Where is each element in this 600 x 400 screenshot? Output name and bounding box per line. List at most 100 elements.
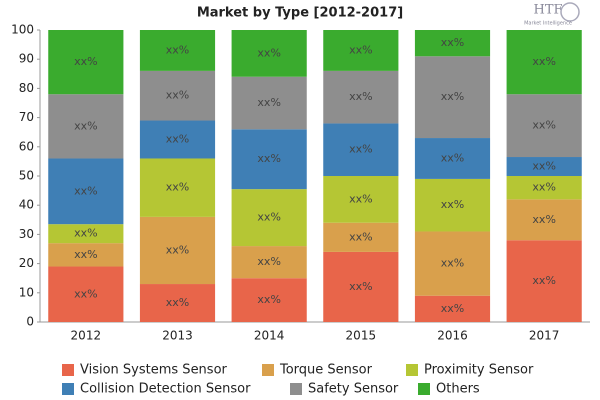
bar-segment — [48, 94, 124, 159]
legend-swatch — [418, 383, 430, 395]
data-label: xx% — [257, 46, 280, 59]
x-tick-label: 2016 — [437, 329, 468, 343]
data-label: xx% — [349, 143, 372, 156]
bar-segment — [48, 30, 124, 95]
bar-segment — [414, 56, 491, 139]
data-label: xx% — [441, 90, 464, 103]
logo-globe — [560, 2, 580, 22]
data-label: xx% — [532, 213, 555, 226]
legend-label: Vision Systems Sensor — [80, 363, 228, 378]
legend-label: Torque Sensor — [279, 363, 373, 378]
data-label: xx% — [257, 152, 280, 165]
data-label: xx% — [349, 230, 372, 243]
bar-segment — [414, 138, 491, 179]
bar-segment — [323, 70, 399, 124]
data-label: xx% — [349, 90, 372, 103]
bar-segment — [139, 158, 216, 217]
bar-segment — [231, 129, 307, 190]
bar-segment — [506, 199, 582, 241]
legend-label: Others — [436, 382, 480, 397]
bar-segment — [414, 295, 491, 322]
bar-segment — [139, 30, 216, 71]
data-label: xx% — [166, 133, 189, 146]
x-tick-label: 2013 — [162, 329, 193, 343]
bar-segment — [139, 284, 216, 322]
y-tick-label: 40 — [19, 198, 34, 212]
data-label: xx% — [166, 43, 189, 56]
legend-swatch — [290, 383, 302, 395]
y-tick-label: 90 — [19, 52, 34, 66]
y-tick-label: 10 — [19, 285, 34, 299]
bar-segment — [231, 278, 307, 322]
logo-tagline: Market Intelligence — [524, 21, 572, 27]
bar-segment — [139, 70, 216, 121]
bar-segment — [506, 157, 582, 176]
data-label: xx% — [441, 198, 464, 211]
x-tick-label: 2012 — [71, 329, 102, 343]
bar-segment — [323, 251, 399, 322]
data-label: xx% — [74, 119, 97, 132]
bar-segment — [231, 76, 307, 130]
logo-brand: HTF — [533, 3, 562, 18]
data-label: xx% — [441, 36, 464, 49]
legend-swatch — [62, 383, 74, 395]
x-tick-label: 2014 — [254, 329, 285, 343]
data-label: xx% — [166, 296, 189, 309]
bar-segment — [506, 176, 582, 200]
legend-swatch — [406, 364, 418, 376]
data-label: xx% — [74, 55, 97, 68]
data-label: xx% — [532, 160, 555, 173]
data-label: xx% — [349, 192, 372, 205]
data-label: xx% — [532, 55, 555, 68]
data-label: xx% — [74, 227, 97, 240]
bar-segment — [323, 123, 399, 176]
data-label: xx% — [532, 119, 555, 132]
data-label: xx% — [166, 243, 189, 256]
data-label: xx% — [441, 257, 464, 270]
y-tick-label: 80 — [19, 81, 34, 95]
data-label: xx% — [349, 280, 372, 293]
legend-swatch — [262, 364, 274, 376]
bar-segment — [414, 30, 491, 57]
bar-segment — [48, 158, 124, 225]
bar-segment — [414, 178, 491, 232]
data-label: xx% — [441, 302, 464, 315]
bar-segment — [231, 246, 307, 279]
data-label: xx% — [257, 255, 280, 268]
y-tick-label: 60 — [19, 139, 34, 153]
x-tick-label: 2017 — [529, 329, 560, 343]
bar-segment — [48, 266, 124, 322]
legend-swatch — [62, 364, 74, 376]
bar-segment — [506, 30, 582, 95]
logo: HTF Market Intelligence — [524, 2, 580, 27]
legend-label: Safety Sensor — [308, 382, 399, 397]
data-label: xx% — [257, 96, 280, 109]
bar-segment — [139, 120, 216, 159]
y-tick-label: 30 — [19, 227, 34, 241]
data-label: xx% — [166, 89, 189, 102]
bar-segment — [323, 30, 399, 71]
data-label: xx% — [257, 211, 280, 224]
data-label: xx% — [441, 151, 464, 164]
bar-segment — [231, 30, 307, 77]
bar-segment — [48, 224, 124, 244]
bar-segment — [139, 216, 216, 285]
y-tick-label: 70 — [19, 110, 34, 124]
x-tick-label: 2015 — [346, 329, 377, 343]
legend-label: Collision Detection Sensor — [80, 382, 251, 397]
y-tick-label: 100 — [11, 23, 34, 37]
bar-segment — [323, 176, 399, 223]
y-tick-label: 0 — [26, 315, 34, 329]
data-label: xx% — [349, 43, 372, 56]
bar-segment — [414, 231, 491, 296]
bar-segment — [48, 243, 124, 267]
bar-segment — [506, 94, 582, 158]
data-label: xx% — [532, 274, 555, 287]
data-label: xx% — [74, 248, 97, 261]
bar-segment — [323, 222, 399, 252]
data-label: xx% — [257, 293, 280, 306]
data-label: xx% — [166, 181, 189, 194]
bar-segment — [231, 189, 307, 247]
y-tick-label: 50 — [19, 169, 34, 183]
